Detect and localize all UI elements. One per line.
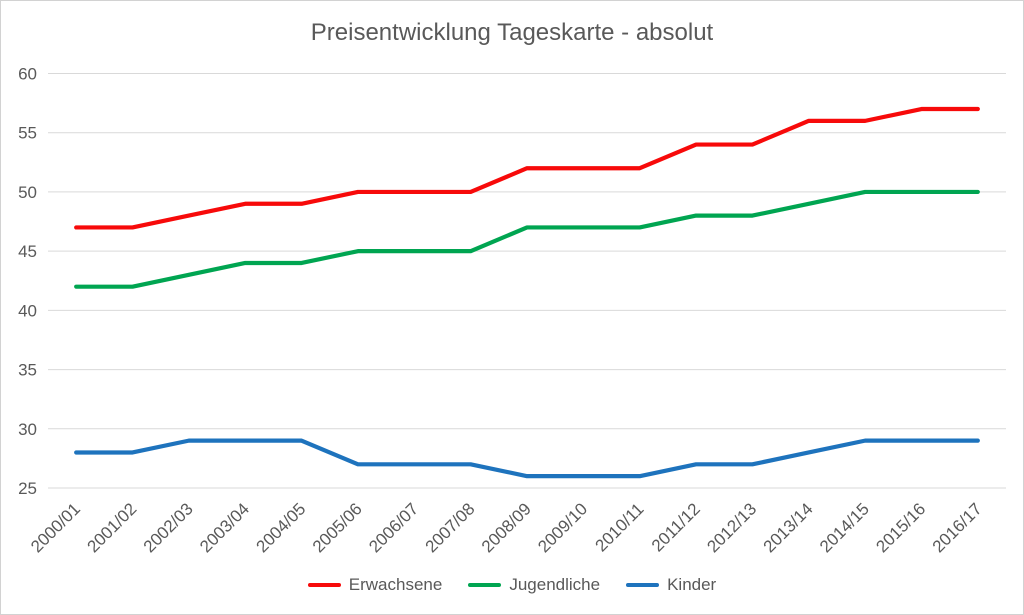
x-tick-label: 2005/06 <box>309 499 366 556</box>
legend-label-kinder: Kinder <box>667 575 717 594</box>
x-tick-label: 2013/14 <box>760 499 817 556</box>
x-tick-label: 2014/15 <box>816 499 873 556</box>
x-tick-label: 2007/08 <box>422 499 479 556</box>
x-tick-label: 2015/16 <box>872 499 929 556</box>
legend-swatch-jugendliche-line <box>468 582 502 588</box>
x-tick-label: 2004/05 <box>253 499 310 556</box>
x-tick-label: 2003/04 <box>196 499 253 556</box>
legend-item-kinder: Kinder <box>626 574 716 596</box>
x-tick-label: 2012/13 <box>703 499 760 556</box>
x-tick-label: 2016/17 <box>929 499 986 556</box>
legend-swatch-erwachsene-line <box>307 582 341 588</box>
series-line-kinder <box>74 438 980 479</box>
legend-label-erwachsene: Erwachsene <box>348 575 443 594</box>
x-tick-label: 2009/10 <box>534 499 591 556</box>
legend-item-erwachsene: Erwachsene <box>307 574 443 596</box>
y-tick-label: 60 <box>18 65 37 84</box>
x-tick-label: 2008/09 <box>478 499 535 556</box>
x-tick-label: 2006/07 <box>365 499 422 556</box>
x-tick-label: 2010/11 <box>592 499 648 555</box>
x-tick-label: 2011/12 <box>648 499 704 555</box>
x-tick-label: 2001/02 <box>83 499 140 556</box>
y-tick-label: 25 <box>18 479 37 498</box>
y-tick-label: 40 <box>18 301 37 320</box>
chart-title: Preisentwicklung Tageskarte - absolut <box>310 19 714 46</box>
y-tick-label: 45 <box>18 242 37 261</box>
series-line-jugendliche <box>74 189 980 289</box>
legend: Erwachsene Jugendliche Kinder <box>1 574 1023 596</box>
legend-swatch-kinder-line <box>626 582 660 588</box>
legend-label-jugendliche: Jugendliche <box>509 575 601 594</box>
y-tick-label: 55 <box>18 124 37 143</box>
x-tick-label: 2000/01 <box>27 499 84 556</box>
y-tick-label: 50 <box>18 183 37 202</box>
series-line-erwachsene <box>74 106 980 230</box>
y-tick-label: 35 <box>18 361 37 380</box>
y-tick-label: 30 <box>18 420 37 439</box>
legend-item-jugendliche: Jugendliche <box>468 574 600 596</box>
x-tick-label: 2002/03 <box>140 499 197 556</box>
